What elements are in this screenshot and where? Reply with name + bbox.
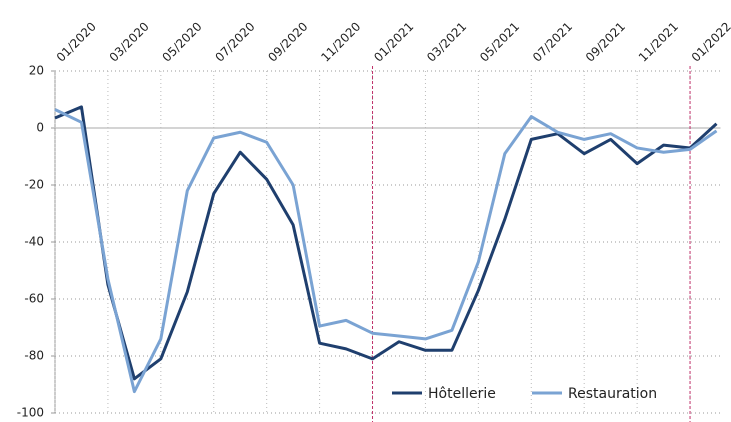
- y-tick-label: -20: [24, 178, 44, 192]
- x-tick-label: 05/2020: [160, 19, 205, 64]
- x-tick-label: 09/2020: [265, 19, 310, 64]
- x-tick-label: 07/2021: [530, 19, 575, 64]
- y-tick-label: 0: [36, 121, 44, 135]
- y-tick-label: -100: [17, 406, 44, 420]
- x-tick-label: 05/2021: [477, 19, 522, 64]
- line-series: [54, 105, 718, 381]
- legend-label: Restauration: [568, 386, 657, 402]
- y-tick-label: -60: [24, 292, 44, 306]
- x-tick-label: 01/2022: [689, 19, 731, 64]
- x-tick-label: 09/2021: [583, 19, 628, 64]
- line-series: [54, 108, 718, 394]
- x-tick-label: 03/2020: [107, 19, 152, 64]
- x-tick-label: 03/2021: [424, 19, 469, 64]
- x-tick-label: 07/2020: [212, 19, 257, 64]
- y-tick-label: -80: [24, 349, 44, 363]
- x-tick-label: 01/2021: [371, 19, 416, 64]
- y-tick-label: -40: [24, 235, 44, 249]
- x-tick-label: 01/2020: [54, 19, 99, 64]
- x-tick-label: 11/2020: [318, 19, 363, 64]
- x-tick-label: 11/2021: [636, 19, 681, 64]
- legend-label: Hôtellerie: [428, 386, 496, 402]
- y-tick-label: 20: [29, 64, 44, 78]
